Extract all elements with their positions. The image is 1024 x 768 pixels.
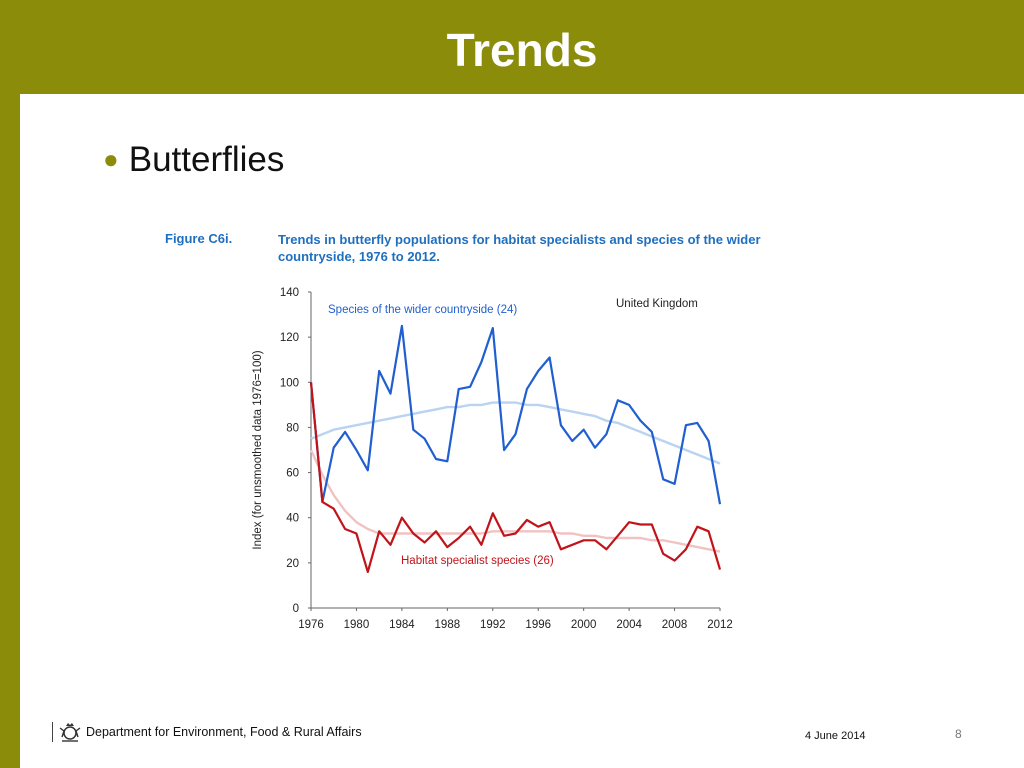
y-tick-label: 0 [293,603,299,615]
y-tick-label: 100 [280,377,299,389]
footer-date: 4 June 2014 [805,730,866,742]
y-tick-label: 20 [286,558,299,570]
left-accent-bar [0,0,20,768]
figure-title: Trends in butterfly populations for habi… [278,232,761,264]
series-line-habitat-specialist [309,382,722,573]
bullet-item: ● Butterflies [103,138,284,184]
page-number: 8 [955,727,962,741]
royal-coat-of-arms-icon [59,723,81,742]
x-tick-label: 1992 [480,619,506,631]
chart-annotation: United Kingdom [616,298,698,310]
series-line-wider-countryside [309,324,722,505]
y-tick-label: 140 [280,287,299,299]
y-tick-label: 80 [286,422,299,434]
series-line-habitat-specialist-smoothed [309,449,721,553]
footer-divider [52,722,53,742]
slide-title: Trends [446,24,598,76]
y-tick-label: 60 [286,468,299,480]
x-tick-label: 1988 [435,619,461,631]
series-label-wider-countryside: Species of the wider countryside (24) [328,304,517,316]
bullet-text: Butterflies [128,140,285,179]
figure-label: Figure C6i. [165,231,233,246]
y-tick-label: 120 [280,332,299,344]
x-tick-label: 2004 [616,619,642,631]
department-name: Department for Environment, Food & Rural… [86,725,362,739]
x-tick-label: 1984 [389,619,415,631]
x-tick-label: 2012 [707,619,733,631]
butterfly-trend-chart: 0 20 40 60 80 100 120 140 1976 1980 1984 1988 1992 19… [252,287,733,631]
x-tick-label: 1980 [344,619,370,631]
x-tick-label: 1996 [525,619,551,631]
bullet-dot-icon: ● [103,143,119,174]
y-axis-label: Index (for unsmoothed data 1976=100) [252,350,264,549]
series-label-habitat-specialist: Habitat specialist species (26) [401,555,554,567]
y-tick-label: 40 [286,513,299,525]
x-tick-label: 2008 [662,619,688,631]
title-band [20,0,1024,94]
x-tick-label: 1976 [298,619,324,631]
x-tick-label: 2000 [571,619,597,631]
